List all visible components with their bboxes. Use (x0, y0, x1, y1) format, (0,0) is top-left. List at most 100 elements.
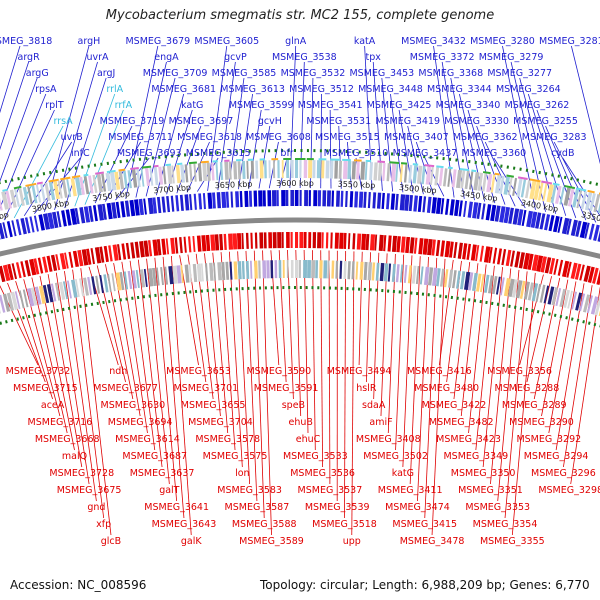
reverse-gene-arrow (134, 241, 140, 258)
cog-band-outer-accent (506, 174, 515, 178)
label-connector (0, 61, 29, 151)
reverse-gene-arrow (130, 242, 136, 259)
forward-gene-arrow (290, 190, 295, 207)
reverse-gene-label: MSMEG_3494 (327, 366, 392, 377)
scale-dot (16, 317, 20, 321)
cog-band-outer-accent (342, 158, 351, 162)
forward-gene-arrow (47, 212, 55, 229)
forward-gene-label: MSMEG_3613 (220, 84, 285, 95)
scale-dot (56, 308, 59, 313)
label-connector (407, 125, 424, 195)
cog-band-outer-accent (200, 160, 209, 164)
cog-band-inner (452, 270, 457, 289)
scale-label: 3650 kbp (215, 180, 253, 191)
forward-gene-arrow (395, 193, 399, 211)
forward-gene-label: MSMEG_3407 (384, 132, 449, 143)
forward-gene-arrow (120, 201, 126, 218)
cog-band-inner (91, 276, 97, 295)
cog-band-inner (22, 289, 29, 308)
forward-gene-label: MSMEG_3255 (513, 116, 578, 127)
reverse-gene-label: MSMEG_3349 (443, 451, 508, 462)
scale-dot (589, 181, 592, 185)
cog-band-inner (0, 309, 1, 314)
reverse-gene-label: MSMEG_3539 (305, 502, 370, 513)
label-connector (493, 157, 526, 209)
forward-gene-arrow (503, 206, 511, 224)
forward-gene-label: engA (154, 52, 179, 63)
reverse-gene-arrow (152, 239, 159, 256)
cog-band-outer (520, 179, 527, 198)
forward-gene-label: MSMEG_3330 (444, 116, 509, 127)
reverse-gene-arrow (263, 232, 267, 249)
cog-band-outer (224, 161, 229, 180)
reverse-gene-arrow (272, 232, 277, 249)
reverse-gene-arrow (103, 245, 109, 263)
forward-gene-arrow (481, 203, 486, 220)
forward-gene-label: gcvP (224, 52, 247, 63)
cog-band-inner (225, 261, 230, 280)
cog-band-outer-accent (517, 176, 528, 181)
cog-band-outer (9, 189, 17, 208)
cog-band-inner (172, 265, 178, 284)
cog-band-outer-accent (106, 169, 116, 174)
forward-gene-label: MSMEG_3541 (298, 100, 363, 111)
forward-gene-label: MSMEG_3709 (143, 68, 208, 79)
label-connector (72, 269, 105, 519)
cog-band-outer (255, 160, 259, 179)
cog-band-outer (550, 184, 557, 204)
reverse-gene-arrow (77, 249, 84, 267)
forward-gene-arrow (271, 190, 277, 207)
forward-gene-arrow (239, 191, 243, 208)
label-connector (170, 256, 192, 536)
reverse-gene-label: MSMEG_3482 (429, 417, 494, 428)
cog-band-outer (593, 194, 600, 213)
map-title: Mycobacterium smegmatis str. MC2 155, co… (105, 8, 495, 23)
reverse-gene-label: MSMEG_3589 (239, 536, 304, 547)
reverse-gene-arrow (210, 234, 216, 251)
cog-band-inner (460, 271, 466, 290)
forward-gene-arrow (212, 192, 216, 209)
forward-gene-arrow (557, 216, 563, 233)
forward-gene-arrow (404, 194, 410, 211)
forward-gene-arrow (485, 204, 492, 221)
reverse-gene-arrow (523, 252, 531, 270)
cog-band-inner (107, 273, 112, 292)
reverse-gene-arrow (121, 243, 127, 260)
cog-band-inner (131, 270, 137, 289)
scale-dot (29, 174, 33, 178)
forward-gene-arrow (552, 215, 560, 233)
cog-band-inner (237, 261, 242, 280)
cog-band-inner (399, 264, 404, 283)
reverse-gene-label: MSMEG_3575 (203, 451, 268, 462)
label-connector (121, 261, 148, 434)
forward-gene-arrow (70, 208, 78, 225)
cog-band-outer-accent (212, 160, 218, 163)
cog-band-outer (74, 177, 82, 196)
label-connector (387, 253, 396, 434)
forward-gene-arrow (230, 191, 234, 208)
reverse-gene-arrow (514, 251, 521, 268)
cog-band-outer (429, 166, 434, 186)
cog-band-outer (403, 164, 408, 183)
reverse-gene-arrow (374, 234, 378, 251)
cog-band-outer (175, 164, 181, 184)
cog-band-outer (40, 183, 46, 202)
scale-dot (563, 175, 567, 180)
forward-gene-arrow (535, 212, 542, 229)
forward-gene-label: MSMEG_3360 (461, 148, 526, 159)
cog-band-outer (390, 163, 397, 182)
cog-band-inner (266, 260, 270, 279)
reverse-gene-label: MSMEG_3668 (35, 434, 100, 445)
cog-band-inner (515, 280, 523, 299)
reverse-gene-arrow (427, 238, 433, 256)
forward-gene-label: rplT (45, 100, 64, 111)
forward-gene-arrow (184, 194, 190, 211)
label-connector (312, 250, 316, 451)
cog-band-outer-accent (60, 176, 71, 181)
forward-gene-arrow (335, 190, 341, 207)
forward-gene-label: MSMEG_3279 (479, 52, 544, 63)
cog-band-inner (431, 267, 438, 286)
reverse-gene-arrow (352, 233, 356, 250)
reverse-gene-arrow (33, 258, 40, 275)
reverse-gene-label: MSMEG_3614 (115, 434, 180, 445)
